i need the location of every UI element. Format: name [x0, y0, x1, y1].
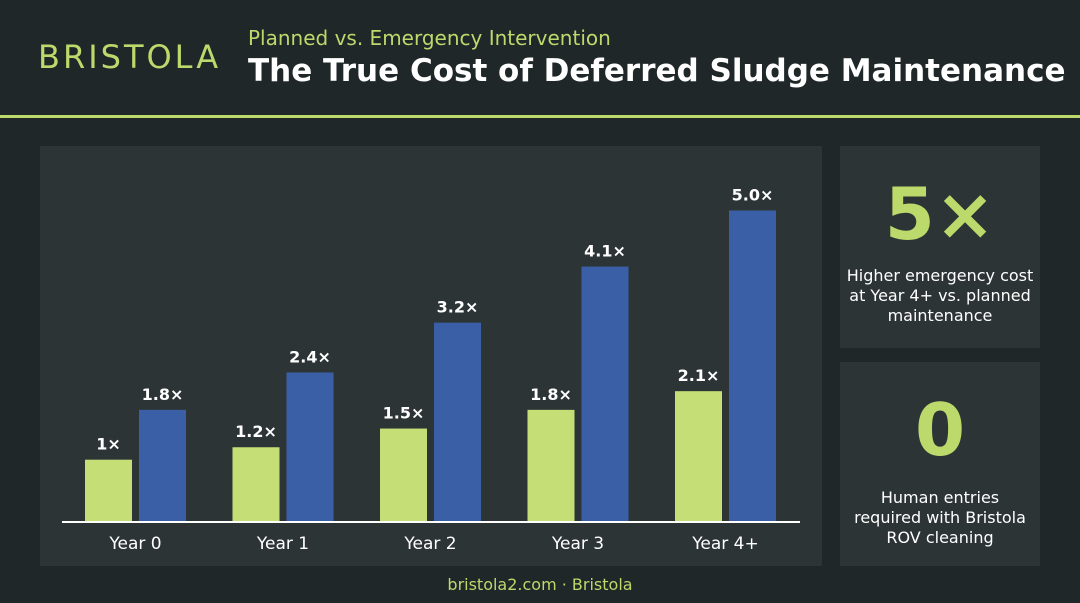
bar-chart: 1× 1.8× Year 0 1.2× 2.4× Year 1 1.5× 3.2× Year 2…: [62, 186, 800, 554]
data-label: 2.1×: [678, 366, 720, 385]
bar-planned-0: [85, 459, 132, 522]
stat-description: Human entries required with Bristola ROV…: [854, 488, 1026, 547]
data-label: 2.4×: [289, 347, 331, 366]
stat-description: Higher emergency cost at Year 4+ vs. pla…: [846, 266, 1034, 325]
bar-emergency-2: [434, 322, 481, 522]
data-label: 1.8×: [142, 385, 184, 404]
footer-credit: bristola2.com · Bristola: [447, 575, 633, 594]
bar-planned-3: [527, 409, 575, 522]
data-label: 1.2×: [235, 422, 277, 441]
bar-emergency-0: [139, 409, 186, 522]
chart-panel: 1× 1.8× Year 0 1.2× 2.4× Year 1 1.5× 3.2× Year 2…: [40, 146, 822, 566]
bar-emergency-1: [286, 372, 334, 522]
data-label: 3.2×: [437, 298, 479, 317]
data-label: 4.1×: [584, 242, 626, 261]
x-tick-label: Year 1: [256, 534, 309, 554]
bar-planned-2: [380, 428, 427, 522]
page-subtitle: Planned vs. Emergency Intervention: [248, 26, 611, 50]
page-title: The True Cost of Deferred Sludge Mainten…: [248, 53, 1066, 89]
stat-card-emergency-cost: 5× Higher emergency cost at Year 4+ vs. …: [840, 146, 1040, 348]
brand-logo: BRISTOLA: [38, 38, 222, 76]
x-tick-label: Year 4+: [691, 534, 758, 554]
header-divider: [0, 115, 1080, 118]
data-label: 1.8×: [530, 385, 572, 404]
bar-planned-1: [232, 447, 280, 522]
stat-value: 5×: [884, 172, 996, 256]
bar-emergency-4: [729, 210, 776, 522]
bar-planned-4: [675, 391, 722, 522]
x-tick-label: Year 3: [551, 534, 604, 554]
data-label: 5.0×: [732, 186, 774, 205]
data-label: 1.5×: [383, 404, 425, 423]
x-tick-label: Year 2: [403, 534, 456, 554]
x-tick-label: Year 0: [108, 534, 161, 554]
data-label: 1×: [96, 435, 121, 454]
bar-emergency-3: [581, 266, 629, 522]
stat-card-human-entries: 0 Human entries required with Bristola R…: [840, 362, 1040, 566]
stat-value: 0: [914, 388, 966, 472]
